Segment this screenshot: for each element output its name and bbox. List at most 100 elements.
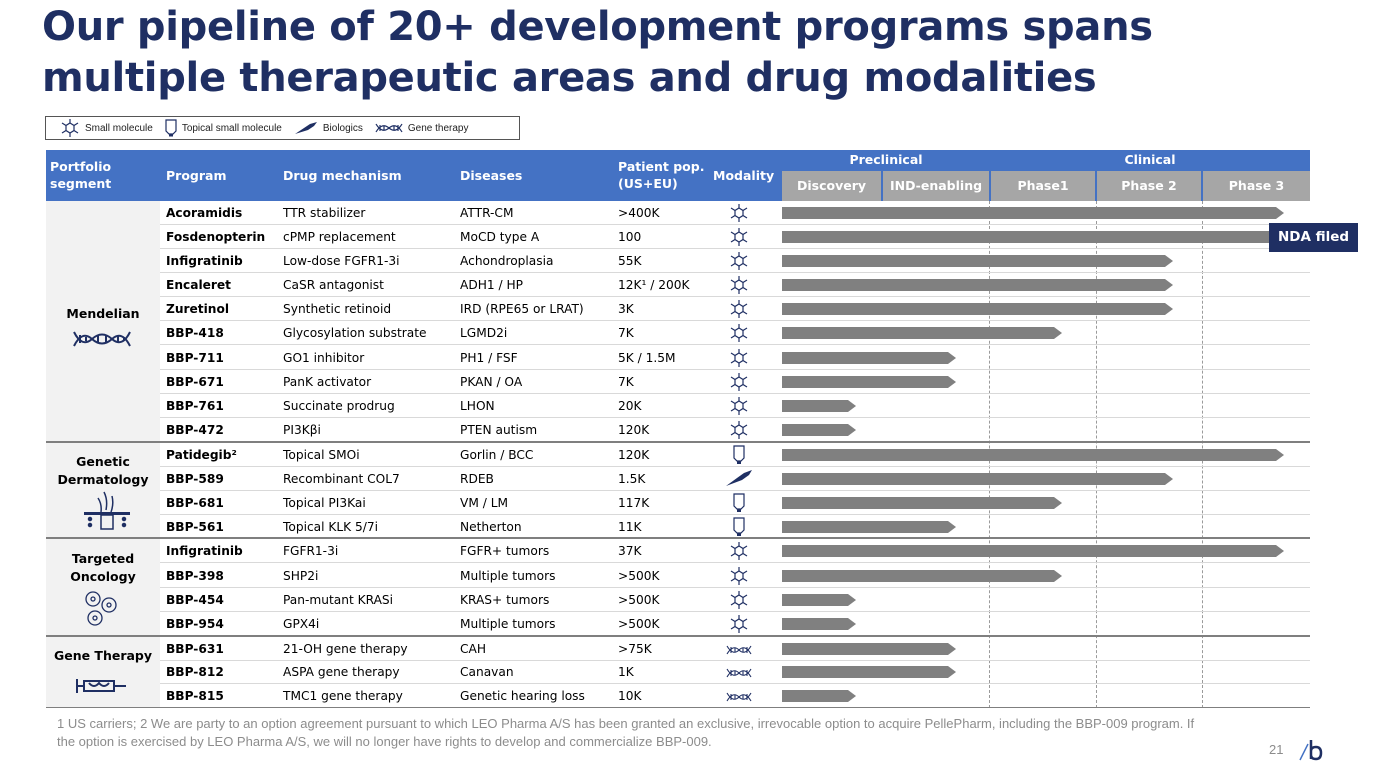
disease-name: PTEN autism [460, 423, 538, 437]
small-molecule-icon [728, 614, 750, 639]
row-separator [160, 224, 1310, 225]
row-separator [160, 393, 1310, 394]
row-separator [160, 248, 1310, 249]
legend-biologics: Biologics [294, 121, 363, 135]
patient-population: 100 [618, 230, 642, 244]
patient-population: >75K [618, 642, 652, 656]
gene-therapy-icon [726, 643, 752, 661]
row-separator [160, 320, 1310, 321]
segment-genetic-dermatology: Genetic Dermatology [57, 454, 149, 487]
program-name: Infigratinib [166, 254, 243, 268]
legend-topical: Topical small molecule [165, 119, 282, 137]
disease-name: Canavan [460, 665, 514, 679]
patient-population: >500K [618, 593, 660, 607]
progress-bar [782, 666, 956, 678]
table-row: BBP-761 Succinate prodrug LHON 20K [160, 394, 1310, 418]
syringe-icon [76, 679, 126, 693]
small-molecule-icon [728, 541, 750, 566]
patient-population: 3K [618, 302, 634, 316]
phase-3: Phase 3 [1203, 171, 1310, 201]
program-name: BBP-454 [166, 593, 224, 607]
disease-name: RDEB [460, 472, 494, 486]
small-molecule-icon [728, 227, 750, 252]
progress-bar [782, 643, 956, 655]
header-diseases: Diseases [460, 168, 523, 183]
drug-mechanism: GPX4i [283, 617, 320, 631]
table-row: Patidegib² Topical SMOi Gorlin / BCC 120K [160, 443, 1310, 467]
program-name: Infigratinib [166, 544, 243, 558]
patient-population: 12K¹ / 200K [618, 278, 690, 292]
table-row: BBP-631 21-OH gene therapy CAH >75K [160, 637, 1310, 661]
disease-name: PKAN / OA [460, 375, 523, 389]
table-row: BBP-589 Recombinant COL7 RDEB 1.5K [160, 467, 1310, 491]
row-separator [160, 272, 1310, 273]
tube-icon [165, 119, 177, 137]
drug-mechanism: Topical SMOi [283, 448, 360, 462]
antibody-icon [294, 122, 317, 134]
program-name: BBP-589 [166, 472, 224, 486]
row-separator [160, 683, 1310, 684]
segment-mendelian: Mendelian [66, 306, 140, 321]
row-separator [160, 296, 1310, 297]
progress-bar [782, 424, 856, 436]
small-molecule-icon [728, 396, 750, 421]
program-name: BBP-671 [166, 375, 224, 389]
hair-follicle-icon [84, 491, 130, 530]
program-name: BBP-711 [166, 351, 224, 365]
disease-name: ADH1 / HP [460, 278, 524, 292]
row-separator [160, 514, 1310, 515]
drug-mechanism: CaSR antagonist [283, 278, 384, 292]
disease-name: IRD (RPE65 or LRAT) [460, 302, 584, 316]
table-row: Infigratinib Low-dose FGFR1-3i Achondropla… [160, 249, 1310, 273]
table-row: Fosdenopterin cPMP replacement MoCD type A… [160, 225, 1310, 249]
drug-mechanism: PI3Kβi [283, 423, 321, 437]
progress-bar [782, 690, 856, 702]
row-separator [160, 660, 1310, 661]
header-clinical: Clinical [1124, 152, 1176, 167]
patient-population: 10K [618, 689, 642, 703]
table-row: BBP-454 Pan-mutant KRASi KRAS+ tumors >500K [160, 588, 1310, 612]
table-row: Zuretinol Synthetic retinoid IRD (RPE65 or… [160, 297, 1310, 321]
row-separator [160, 611, 1310, 612]
program-name: Fosdenopterin [166, 230, 266, 244]
header-preclinical: Preclinical [849, 152, 923, 167]
disease-name: Achondroplasia [460, 254, 554, 268]
program-name: Acoramidis [166, 206, 243, 220]
program-name: BBP-472 [166, 423, 224, 437]
topical-icon [732, 445, 746, 470]
row-separator [160, 562, 1310, 563]
patient-population: 37K [618, 544, 642, 558]
patient-population: 120K [618, 448, 650, 462]
drug-mechanism: TMC1 gene therapy [283, 689, 403, 703]
progress-bar [782, 594, 856, 606]
program-name: BBP-761 [166, 399, 224, 413]
patient-population: 117K [618, 496, 650, 510]
header-modality: Modality [713, 168, 775, 183]
small-molecule-icon [728, 566, 750, 591]
dna-icon [375, 123, 403, 133]
disease-name: Genetic hearing loss [460, 689, 585, 703]
header-mechanism: Drug mechanism [283, 168, 402, 183]
segment-gene-therapy: Gene Therapy [53, 648, 153, 663]
phase-discovery: Discovery [782, 171, 881, 201]
disease-name: LHON [460, 399, 495, 413]
patient-population: 120K [618, 423, 650, 437]
patient-population: 1K [618, 665, 634, 679]
small-molecule-icon [728, 203, 750, 228]
gene-therapy-icon [726, 666, 752, 684]
program-name: BBP-681 [166, 496, 224, 510]
drug-mechanism: cPMP replacement [283, 230, 396, 244]
drug-mechanism: 21-OH gene therapy [283, 642, 408, 656]
segment-bg-oncology [46, 539, 160, 635]
segment-bg-gene-therapy [46, 637, 160, 708]
drug-mechanism: Glycosylation substrate [283, 326, 427, 340]
biologics-icon [725, 469, 753, 492]
table-row: BBP-561 Topical KLK 5/7i Netherton 11K [160, 515, 1310, 539]
footnote: 1 US carriers; 2 We are party to an opti… [57, 716, 1195, 749]
company-logo [1299, 740, 1323, 761]
table-row: BBP-671 PanK activator PKAN / OA 7K [160, 370, 1310, 394]
program-name: Patidegib² [166, 448, 237, 462]
patient-population: >500K [618, 569, 660, 583]
segment-targeted-oncology: Targeted Oncology [70, 551, 136, 584]
drug-mechanism: ASPA gene therapy [283, 665, 400, 679]
